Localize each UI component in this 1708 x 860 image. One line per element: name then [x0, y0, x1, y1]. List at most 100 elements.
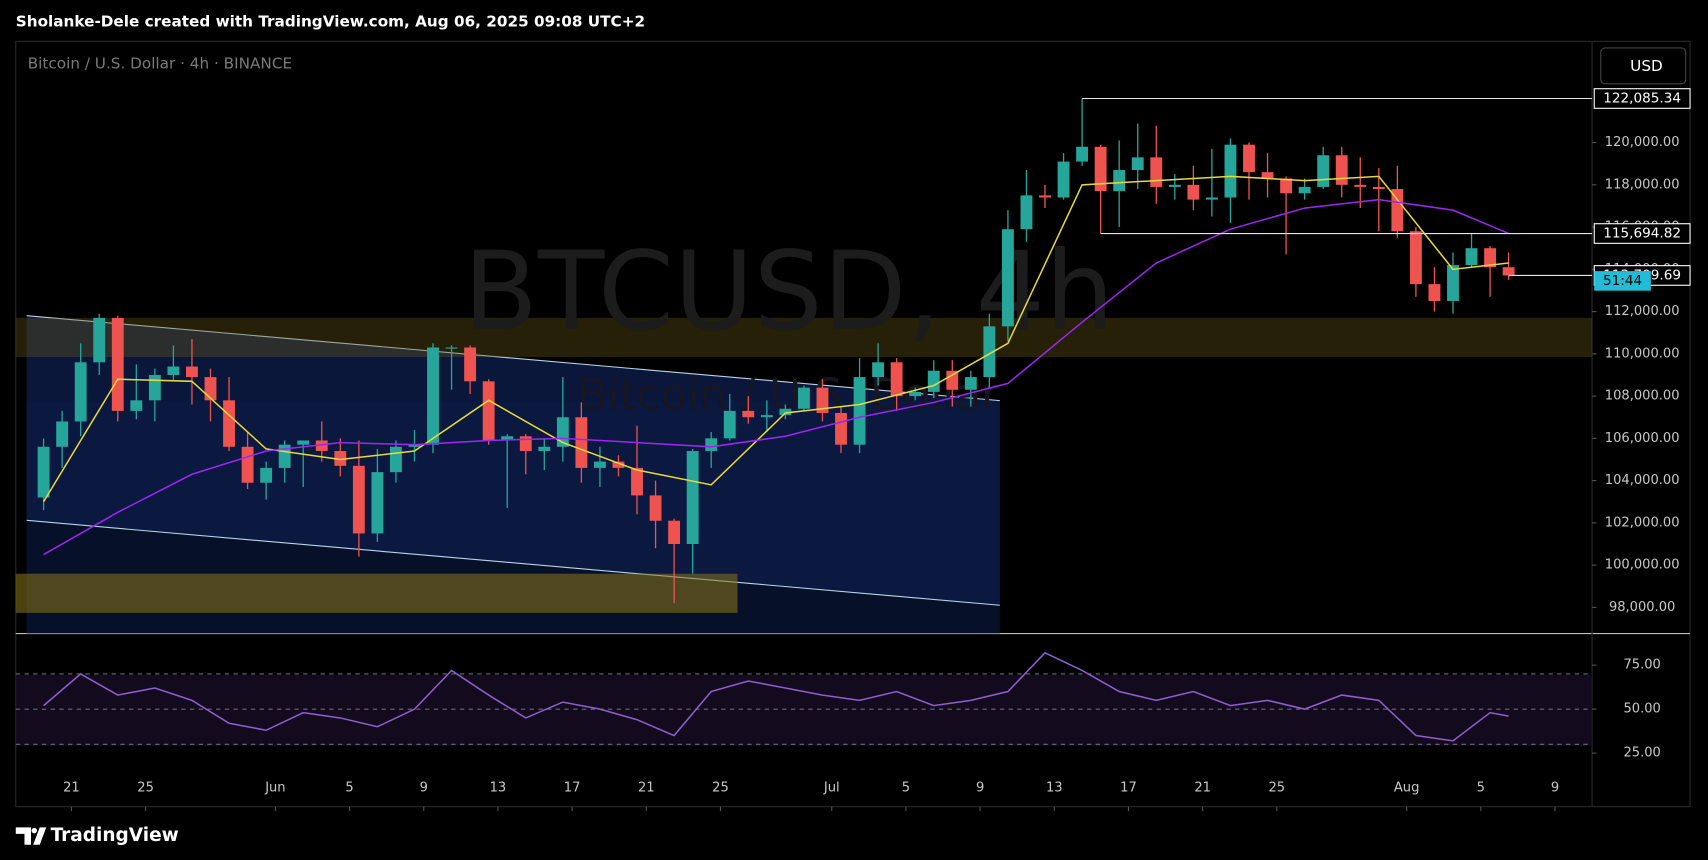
price-label: 122,085.34 — [1603, 91, 1681, 107]
candle-body — [1447, 265, 1459, 302]
candle-body — [1409, 231, 1422, 285]
candle-body — [408, 444, 421, 447]
x-tick-label: 5 — [1477, 781, 1485, 796]
y-tick-label: 98,000.00 — [1609, 600, 1675, 615]
candle-body — [204, 377, 217, 401]
candle-body — [1243, 144, 1255, 173]
zone-lower — [15, 573, 738, 613]
candle-body — [278, 444, 291, 468]
candle-body — [927, 370, 940, 392]
candle-body — [1113, 170, 1126, 192]
candle-body — [575, 417, 588, 468]
x-tick-label: 25 — [712, 781, 729, 796]
y-tick-label: 118,000.00 — [1605, 177, 1680, 192]
candle-body — [260, 467, 273, 483]
candle-body — [1391, 189, 1404, 232]
candle-body — [148, 374, 161, 401]
price-label: 115,694.82 — [1603, 226, 1681, 242]
candle-body — [315, 440, 328, 452]
footer-brand: TradingView — [51, 825, 179, 846]
candle-body — [130, 400, 143, 411]
candle-body — [705, 438, 718, 452]
candle-body — [390, 446, 402, 473]
x-tick-label: 5 — [345, 781, 353, 796]
countdown-box — [1594, 271, 1651, 291]
candle-body — [371, 472, 384, 534]
candle-body — [464, 347, 477, 382]
candle-body — [1261, 172, 1274, 179]
candle-body — [612, 461, 625, 468]
candle-body — [538, 446, 551, 452]
x-tick-label: 9 — [1551, 781, 1559, 796]
candle-body — [890, 362, 903, 397]
x-tick-label: Jun — [264, 781, 285, 796]
candle-body — [1020, 195, 1033, 230]
x-tick-label: 13 — [1046, 781, 1063, 796]
candle-body — [445, 347, 458, 349]
currency-button[interactable] — [1600, 47, 1687, 85]
candle-body — [816, 387, 829, 413]
x-tick-label: Aug — [1394, 781, 1419, 796]
zone-upper — [15, 317, 1593, 358]
y-tick-label: 110,000.00 — [1605, 346, 1680, 361]
candle-body — [1298, 186, 1311, 194]
candle-body — [186, 366, 198, 378]
candle-body — [909, 391, 922, 397]
candle-body — [74, 362, 87, 422]
candle-body — [1150, 157, 1163, 187]
candle-body — [556, 417, 569, 447]
candle-body — [427, 347, 439, 445]
candle-body — [1465, 248, 1478, 266]
candle-body — [482, 381, 495, 441]
rsi-tick-label: 75.00 — [1623, 658, 1660, 673]
candle-body — [1039, 195, 1051, 198]
candle-body — [1280, 178, 1293, 194]
candle-body — [1317, 155, 1330, 187]
footer-logo — [15, 827, 47, 845]
channel-top — [26, 315, 1000, 402]
candle-body — [649, 495, 662, 521]
logo-mark — [15, 827, 47, 845]
candle-body — [334, 451, 347, 466]
y-tick-label: 102,000.00 — [1605, 515, 1680, 530]
x-tick-label: 25 — [137, 781, 154, 796]
candle-body — [964, 377, 977, 390]
candle-body — [1354, 184, 1367, 187]
y-tick-label: 120,000.00 — [1605, 135, 1680, 150]
rsi-tick-label: 25.00 — [1623, 746, 1660, 761]
candle-body — [723, 410, 736, 439]
rsi-band — [15, 674, 1593, 746]
candle-body — [1131, 157, 1144, 171]
candle-body — [946, 370, 959, 390]
candle-body — [352, 465, 365, 534]
x-tick-label: 9 — [976, 781, 984, 796]
candle-body — [297, 440, 310, 445]
candle-body — [797, 387, 810, 409]
candle-body — [1484, 248, 1497, 268]
rsi-tick-label: 50.00 — [1623, 702, 1660, 717]
candle-body — [1057, 161, 1070, 198]
candle-body — [835, 412, 847, 445]
candle-body — [686, 451, 699, 544]
candle-body — [1205, 197, 1218, 200]
candle-body — [1168, 184, 1181, 187]
candle-body — [779, 408, 792, 416]
candle-body — [1372, 186, 1385, 190]
x-tick-label: 21 — [638, 781, 655, 796]
x-tick-label: 9 — [420, 781, 428, 796]
candle-body — [593, 461, 606, 468]
y-tick-label: 112,000.00 — [1605, 304, 1680, 319]
x-tick-label: 17 — [1120, 781, 1137, 796]
y-tick-label: 100,000.00 — [1605, 558, 1680, 573]
candle-body — [1335, 155, 1348, 185]
candle-body — [223, 400, 235, 447]
symbol-title: Bitcoin / U.S. Dollar · 4h · BINANCE — [28, 55, 292, 73]
candle-body — [872, 362, 885, 378]
x-tick-label: 21 — [1194, 781, 1211, 796]
candle-body — [983, 326, 996, 378]
candle-body — [760, 415, 773, 418]
candle-body — [1187, 184, 1200, 200]
candle-body — [631, 467, 643, 496]
watermark-symbol: BTCUSD, 4h — [463, 228, 1114, 355]
